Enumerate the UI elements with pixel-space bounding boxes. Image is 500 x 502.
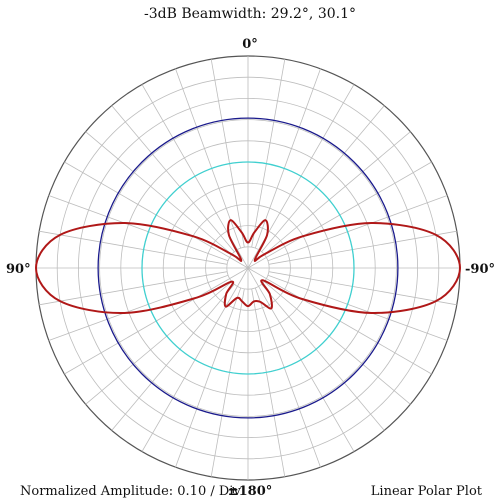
grid-spoke-10 bbox=[210, 59, 245, 248]
chart-title: -3dB Beamwidth: 29.2°, 30.1° bbox=[143, 6, 356, 22]
grid-spoke-220 bbox=[261, 283, 385, 431]
series-layer bbox=[35, 219, 461, 314]
grid-spoke-290 bbox=[267, 195, 448, 262]
grid-spoke-140 bbox=[111, 283, 235, 431]
plot-type-note: Linear Polar Plot bbox=[370, 484, 482, 499]
grid-spoke-350 bbox=[251, 59, 286, 248]
angle-label-minus-90: -90° bbox=[465, 262, 495, 277]
grid-spoke-320 bbox=[261, 105, 385, 253]
reference-circles bbox=[97, 117, 399, 419]
grid-spoke-200 bbox=[254, 287, 321, 468]
grid-spoke-100 bbox=[39, 271, 228, 306]
grid-spoke-280 bbox=[268, 230, 457, 265]
grid-spoke-160 bbox=[175, 287, 242, 468]
reference-circle-1 bbox=[97, 117, 399, 419]
grid-spoke-250 bbox=[267, 274, 448, 341]
grid-spoke-50 bbox=[85, 131, 233, 255]
grid-spoke-70 bbox=[48, 195, 229, 262]
grid-spoke-230 bbox=[263, 281, 411, 405]
grid-spoke-110 bbox=[48, 274, 229, 341]
series-line-1 bbox=[35, 219, 461, 314]
grid-spoke-40 bbox=[111, 105, 235, 253]
reference-circle-2 bbox=[141, 161, 355, 375]
polar-grid bbox=[35, 55, 461, 481]
grid-spoke-80 bbox=[39, 230, 228, 265]
grid-spoke-170 bbox=[210, 288, 245, 477]
angle-label-180: ±180° bbox=[227, 484, 273, 499]
angle-label-90: 90° bbox=[6, 262, 31, 277]
grid-spoke-310 bbox=[263, 131, 411, 255]
grid-spoke-130 bbox=[85, 281, 233, 405]
grid-spoke-340 bbox=[254, 68, 321, 249]
grid-spoke-260 bbox=[268, 271, 457, 306]
angle-label-0: 0° bbox=[242, 37, 258, 52]
grid-spoke-190 bbox=[251, 288, 286, 477]
amplitude-scale-note: Normalized Amplitude: 0.10 / Div bbox=[20, 484, 241, 499]
grid-spoke-20 bbox=[175, 68, 242, 249]
